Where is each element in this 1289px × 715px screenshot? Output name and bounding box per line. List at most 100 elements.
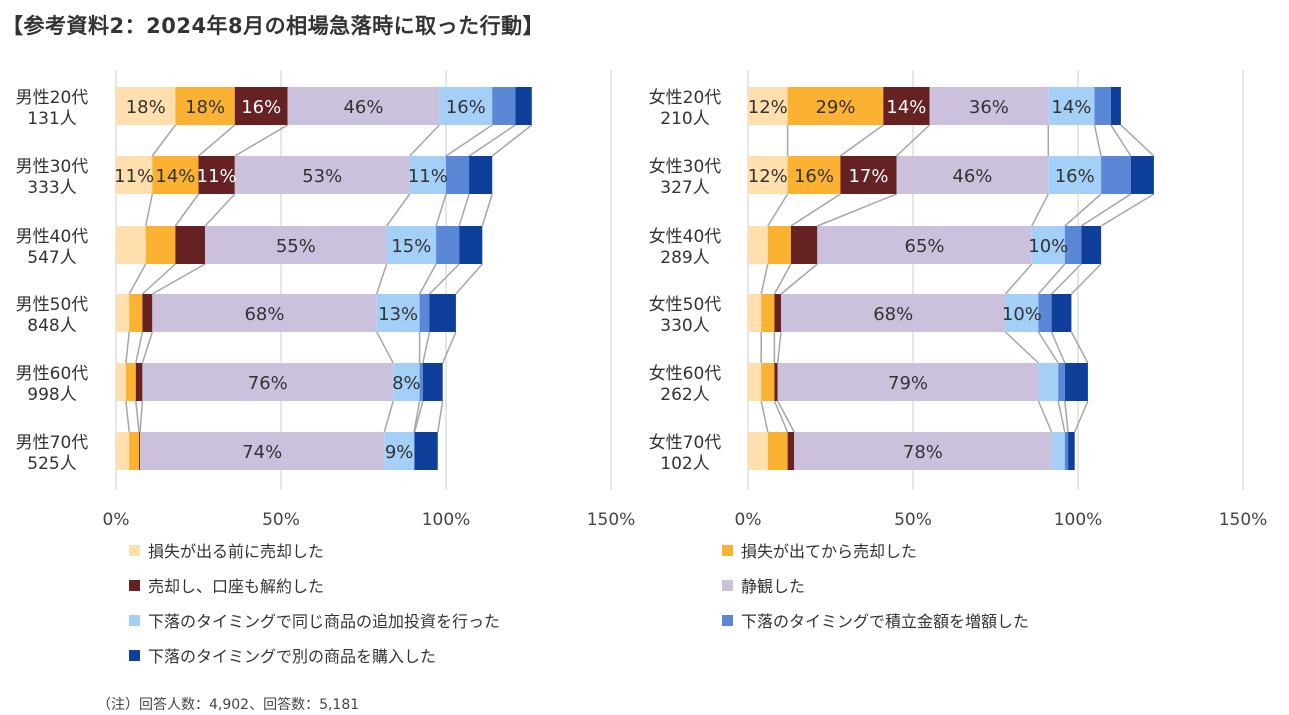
series-line bbox=[1004, 263, 1033, 295]
bar-segment bbox=[152, 294, 377, 332]
data-label: 13% bbox=[378, 304, 418, 325]
category-label: 男性60代 bbox=[16, 364, 89, 384]
series-line bbox=[1110, 124, 1132, 157]
data-label: 53% bbox=[302, 166, 342, 187]
bar-segment bbox=[774, 363, 778, 401]
category-count: 848人 bbox=[27, 316, 76, 336]
category-count: 210人 bbox=[660, 109, 709, 129]
bar-segment bbox=[145, 226, 176, 264]
bar-segment bbox=[469, 156, 493, 194]
category-count: 525人 bbox=[27, 454, 76, 474]
series-line bbox=[777, 400, 795, 433]
category-label: 女性40代 bbox=[649, 227, 722, 247]
bar-segment bbox=[129, 432, 140, 470]
bar-segment bbox=[175, 87, 235, 125]
series-line bbox=[125, 400, 130, 433]
data-label: 29% bbox=[815, 97, 855, 118]
bar-segment bbox=[492, 87, 516, 125]
data-label: 8% bbox=[392, 373, 421, 394]
series-line bbox=[144, 193, 154, 227]
bar-segment bbox=[1101, 156, 1131, 194]
bar-segment bbox=[140, 432, 385, 470]
bar-segment bbox=[116, 87, 176, 125]
series-line bbox=[767, 193, 789, 227]
category-label: 男性30代 bbox=[16, 157, 89, 177]
series-line bbox=[455, 263, 483, 295]
data-label: 18% bbox=[185, 97, 225, 118]
series-line bbox=[135, 400, 140, 433]
series-line bbox=[773, 400, 789, 433]
series-line bbox=[174, 193, 200, 227]
legend-swatch bbox=[129, 545, 140, 556]
bar-segment bbox=[1064, 363, 1088, 401]
bar-segment bbox=[790, 226, 818, 264]
series-line bbox=[1037, 263, 1066, 295]
x-tick-label: 50% bbox=[894, 510, 932, 530]
x-tick-label: 150% bbox=[1219, 510, 1268, 530]
x-tick-label: 150% bbox=[587, 510, 636, 530]
series-line bbox=[1074, 400, 1089, 433]
category-count: 547人 bbox=[27, 248, 76, 268]
series-line bbox=[435, 193, 447, 227]
bar-segment bbox=[1058, 363, 1065, 401]
series-line bbox=[776, 331, 782, 364]
bar-segment bbox=[414, 432, 438, 470]
bar-segment bbox=[152, 156, 199, 194]
bar-segment bbox=[1031, 226, 1065, 264]
bar-segment bbox=[142, 363, 394, 401]
data-label: 74% bbox=[242, 442, 282, 463]
x-tick-label: 100% bbox=[1054, 510, 1103, 530]
data-label: 16% bbox=[794, 166, 834, 187]
series-line bbox=[139, 400, 144, 433]
legend-swatch bbox=[722, 580, 733, 591]
data-label: 11% bbox=[197, 166, 237, 187]
series-line bbox=[151, 263, 206, 295]
series-line bbox=[1051, 263, 1082, 295]
series-line bbox=[1120, 124, 1155, 157]
bar-segment bbox=[175, 226, 206, 264]
legend-label: 下落のタイミングで同じ商品の追加投資を行った bbox=[148, 612, 500, 631]
series-line bbox=[1050, 331, 1066, 364]
series-line bbox=[234, 124, 288, 157]
series-line bbox=[481, 193, 493, 227]
legend-swatch bbox=[129, 615, 140, 626]
category-count: 262人 bbox=[660, 385, 709, 405]
series-line bbox=[780, 263, 818, 295]
category-count: 998人 bbox=[27, 385, 76, 405]
bar-segment bbox=[883, 87, 930, 125]
bar-segment bbox=[234, 87, 288, 125]
category-count: 289人 bbox=[660, 248, 709, 268]
bar-segment bbox=[129, 294, 143, 332]
bar-segment bbox=[287, 87, 440, 125]
data-label: 68% bbox=[244, 304, 284, 325]
bar-segment bbox=[787, 156, 841, 194]
bar-segment bbox=[422, 363, 443, 401]
bar-segment bbox=[436, 226, 460, 264]
bar-segment bbox=[1038, 294, 1052, 332]
bar-segment bbox=[781, 294, 1006, 332]
bar-segment bbox=[1064, 226, 1082, 264]
bar-segment bbox=[413, 432, 415, 470]
x-tick-label: 0% bbox=[735, 510, 762, 530]
data-label: 16% bbox=[446, 97, 486, 118]
bar-segment bbox=[1048, 87, 1095, 125]
bar-segment bbox=[1051, 432, 1065, 470]
bar-segment bbox=[409, 156, 446, 194]
bar-segment bbox=[419, 294, 430, 332]
bar-segment bbox=[1051, 294, 1072, 332]
series-line bbox=[437, 400, 444, 433]
x-tick-label: 50% bbox=[262, 510, 300, 530]
legend-label: 下落のタイミングで積立金額を増額した bbox=[741, 612, 1029, 631]
legend-item: 下落のタイミングで積立金額を増額した bbox=[722, 612, 1029, 631]
series-line bbox=[125, 331, 130, 364]
bar-segment bbox=[748, 87, 788, 125]
bar-segment bbox=[116, 294, 130, 332]
data-label: 16% bbox=[241, 97, 281, 118]
bar-segment bbox=[761, 294, 775, 332]
series-line bbox=[1064, 193, 1102, 227]
category-count: 333人 bbox=[27, 178, 76, 198]
series-line bbox=[151, 124, 177, 157]
bar-segment bbox=[1038, 363, 1059, 401]
